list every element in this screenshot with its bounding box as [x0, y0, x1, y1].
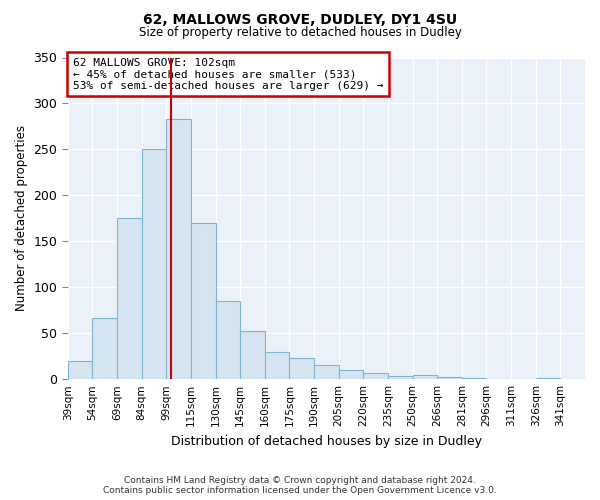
Bar [265, 352, 289, 379]
Bar [240, 332, 265, 379]
Bar [536, 378, 560, 379]
Bar [166, 119, 191, 379]
X-axis label: Distribution of detached houses by size in Dudley: Distribution of detached houses by size … [171, 434, 482, 448]
Text: Contains HM Land Registry data © Crown copyright and database right 2024.
Contai: Contains HM Land Registry data © Crown c… [103, 476, 497, 495]
Bar [413, 374, 437, 379]
Text: 62 MALLOWS GROVE: 102sqm
← 45% of detached houses are smaller (533)
53% of semi-: 62 MALLOWS GROVE: 102sqm ← 45% of detach… [73, 58, 383, 90]
Bar [388, 376, 413, 379]
Bar [191, 223, 215, 379]
Bar [68, 361, 92, 379]
Text: Size of property relative to detached houses in Dudley: Size of property relative to detached ho… [139, 26, 461, 39]
Bar [289, 358, 314, 379]
Bar [462, 378, 487, 379]
Bar [142, 150, 166, 379]
Bar [364, 372, 388, 379]
Text: 62, MALLOWS GROVE, DUDLEY, DY1 4SU: 62, MALLOWS GROVE, DUDLEY, DY1 4SU [143, 12, 457, 26]
Bar [437, 378, 462, 379]
Bar [92, 318, 117, 379]
Y-axis label: Number of detached properties: Number of detached properties [15, 126, 28, 312]
Bar [339, 370, 364, 379]
Bar [314, 366, 339, 379]
Bar [215, 301, 240, 379]
Bar [117, 218, 142, 379]
